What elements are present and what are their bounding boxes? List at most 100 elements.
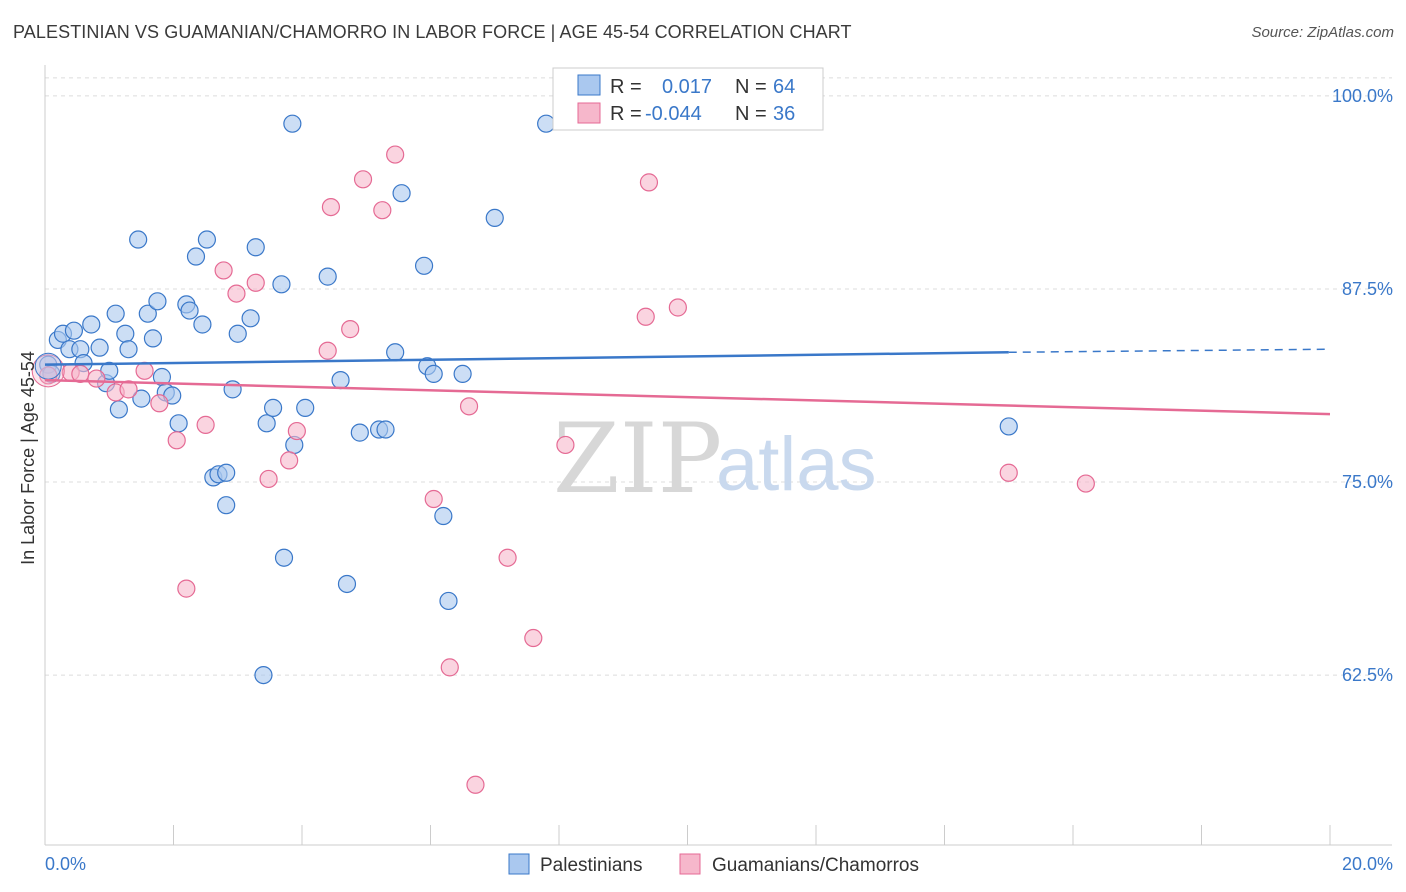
point-guamanian: [639, 173, 659, 192]
point-palestinian: [318, 267, 337, 286]
point-palestinian: [129, 230, 148, 249]
point-guamanian: [424, 489, 443, 509]
point-palestinian: [257, 414, 276, 433]
point-guamanian: [259, 469, 278, 489]
point-palestinian: [331, 370, 350, 390]
gridlines: [45, 77, 1392, 676]
point-palestinian: [246, 238, 265, 257]
y-tick-label: 75.0%: [1342, 472, 1393, 492]
point-palestinian: [439, 591, 458, 611]
trend-lines: [44, 348, 1331, 416]
point-palestinian: [283, 114, 302, 133]
point-palestinian: [263, 398, 283, 417]
watermark-zip: ZIP: [553, 403, 722, 515]
point-palestinian: [272, 275, 291, 294]
point-palestinian: [143, 329, 163, 348]
point-palestinian: [241, 309, 260, 328]
x-tick-label-min: 0.0%: [45, 854, 86, 874]
point-guamanian: [167, 431, 186, 450]
point-palestinian: [217, 463, 236, 482]
stats-r-label-1: R =: [610, 76, 642, 98]
point-guamanian: [386, 145, 405, 164]
point-palestinian: [386, 343, 405, 362]
point-guamanian: [341, 320, 360, 339]
point-palestinian: [64, 321, 84, 340]
point-guamanian: [668, 298, 687, 317]
point-palestinian: [186, 247, 206, 266]
point-guamanian: [227, 284, 246, 303]
point-palestinian: [193, 315, 212, 334]
legend-label-palestinians: Palestinians: [540, 855, 642, 876]
point-guamanian: [87, 369, 106, 388]
y-tick-label: 87.5%: [1342, 279, 1393, 299]
point-guamanian: [135, 361, 154, 380]
tick-labels: 62.5% 75.0% 87.5% 100.0% 0.0% 20.0%: [45, 86, 1393, 874]
scatter-points: [31, 86, 1095, 794]
point-palestinian: [148, 292, 167, 311]
point-guamanian: [373, 201, 392, 220]
stats-r-value-2: -0.044: [645, 103, 702, 125]
point-palestinian: [132, 389, 151, 408]
stats-legend-swatch-guamanians: [577, 102, 601, 124]
x-tick-label-max: 20.0%: [1342, 854, 1393, 874]
stats-r-label-2: R =: [610, 103, 642, 125]
legend-label-guamanians: Guamanians/Chamorros: [712, 855, 919, 876]
point-guamanian: [150, 394, 169, 413]
point-guamanian: [459, 397, 479, 416]
point-guamanian: [556, 435, 575, 455]
point-palestinian: [116, 324, 135, 343]
point-palestinian: [999, 417, 1018, 436]
point-cluster-palestinian: [34, 352, 62, 380]
point-palestinian: [119, 340, 138, 359]
point-guamanian: [318, 341, 337, 360]
point-guamanian: [498, 548, 517, 567]
y-tick-label: 100.0%: [1332, 86, 1393, 106]
y-tick-label: 62.5%: [1342, 665, 1393, 685]
point-guamanian: [1076, 474, 1095, 493]
stats-n-value-1: 64: [773, 76, 795, 98]
point-guamanian: [466, 775, 485, 794]
point-palestinian: [90, 338, 109, 357]
point-palestinian: [109, 400, 128, 419]
point-palestinian: [337, 574, 357, 594]
point-palestinian: [106, 304, 125, 323]
point-guamanian: [246, 273, 265, 292]
y-axis-title: In Labor Force | Age 45-54: [18, 351, 38, 565]
point-palestinian: [350, 423, 369, 442]
point-palestinian: [434, 506, 453, 526]
point-palestinian: [424, 364, 443, 384]
point-palestinian: [274, 548, 294, 567]
point-guamanian: [999, 463, 1018, 482]
point-palestinian: [217, 496, 236, 515]
point-palestinian: [169, 414, 188, 433]
watermark: ZIP atlas: [553, 403, 877, 515]
point-guamanian: [440, 658, 459, 677]
point-palestinian: [197, 230, 217, 249]
stats-n-value-2: 36: [773, 103, 795, 125]
axes: [44, 65, 1392, 846]
stats-legend: R = 0.017 N = 64 R = -0.044 N = 36: [552, 67, 824, 131]
point-palestinian: [414, 256, 434, 275]
point-palestinian: [392, 184, 411, 203]
legend-swatch-palestinians: [508, 853, 530, 875]
point-palestinian: [223, 380, 242, 399]
trend-line-guamanians: [44, 378, 1331, 416]
stats-legend-swatch-palestinians: [577, 74, 601, 96]
point-guamanian: [280, 451, 299, 470]
point-guamanian: [119, 380, 138, 399]
point-palestinian: [453, 364, 472, 384]
point-guamanian: [353, 170, 373, 189]
series-legend: Palestinians Guamanians/Chamorros: [508, 853, 919, 876]
point-guamanian: [196, 415, 215, 434]
point-guamanian: [636, 307, 655, 326]
point-guamanian: [287, 421, 306, 441]
point-palestinian: [296, 398, 315, 417]
point-palestinian: [138, 304, 157, 323]
watermark-atlas: atlas: [716, 422, 877, 507]
point-palestinian: [82, 315, 101, 334]
point-guamanian: [321, 197, 341, 217]
stats-n-label-1: N =: [735, 76, 767, 98]
chart-title: PALESTINIAN VS GUAMANIAN/CHAMORRO IN LAB…: [13, 22, 852, 42]
source-label: Source: ZipAtlas.com: [1251, 24, 1394, 41]
point-palestinian: [228, 324, 247, 343]
